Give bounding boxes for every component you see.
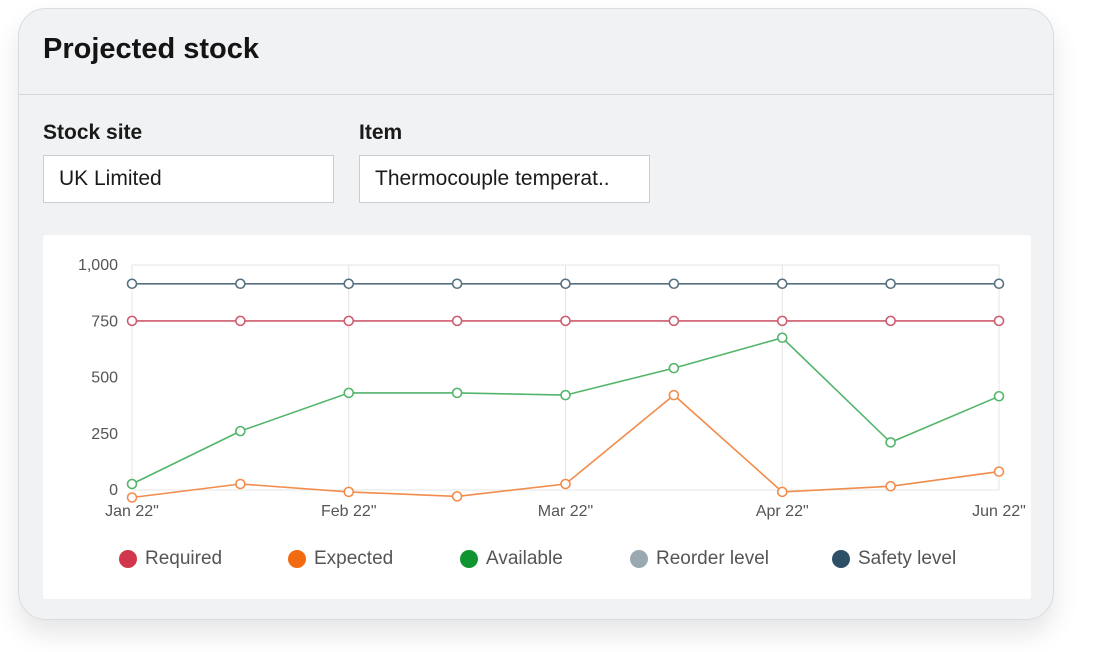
card-title: Projected stock: [43, 33, 259, 65]
y-tick-label: 750: [91, 313, 118, 330]
legend-item-reorder[interactable]: Reorder level: [630, 548, 769, 570]
data-point-required: [126, 315, 138, 327]
data-point-safety: [885, 278, 896, 290]
data-point-safety: [235, 278, 246, 290]
stock-site-label: Stock site: [43, 121, 143, 144]
data-point-safety: [560, 278, 571, 290]
y-tick-label: 1,000: [78, 257, 118, 274]
data-point-required: [235, 315, 246, 327]
projected-stock-chart: Jan 22" Feb 22" Mar 22" Apr 22" Jun 22" 0 250 5…: [78, 257, 1026, 520]
item-field: Item Thermocouple temperat..: [359, 121, 650, 203]
y-tick-label: 500: [91, 370, 118, 387]
legend-dot-expected: [288, 550, 306, 568]
data-point-expected: [451, 491, 463, 502]
data-point-expected: [126, 492, 138, 503]
data-point-expected: [993, 466, 1005, 477]
legend-dot-required: [119, 550, 137, 568]
data-point-available: [343, 387, 355, 399]
legend-label-safety: Safety level: [858, 548, 957, 569]
data-point-required: [451, 315, 463, 327]
data-point-available: [126, 478, 138, 490]
data-point-required: [993, 315, 1005, 327]
data-point-safety: [993, 278, 1005, 290]
data-point-available: [235, 425, 246, 437]
data-point-required: [343, 315, 355, 327]
data-point-safety: [126, 278, 138, 290]
legend-label-expected: Expected: [314, 548, 394, 569]
legend-label-reorder: Reorder level: [656, 548, 769, 569]
legend-dot-reorder: [630, 550, 648, 568]
data-point-safety: [776, 278, 788, 290]
data-point-required: [668, 315, 680, 327]
data-point-safety: [343, 278, 355, 290]
data-point-available: [451, 387, 463, 399]
data-point-required: [560, 315, 571, 327]
legend-dot-safety: [832, 550, 850, 568]
legend-item-available[interactable]: Available: [460, 548, 563, 570]
x-tick-label: Feb 22": [321, 503, 377, 520]
data-point-available: [668, 362, 680, 374]
data-point-expected: [776, 486, 788, 498]
data-point-expected: [885, 480, 896, 492]
data-point-safety: [451, 278, 463, 290]
x-tick-label: Jun 22": [972, 503, 1026, 520]
x-tick-label: Jan 22": [105, 503, 159, 520]
legend-item-expected[interactable]: Expected: [288, 548, 393, 570]
data-point-safety: [668, 278, 680, 290]
item-input[interactable]: Thermocouple temperat..: [359, 155, 650, 203]
legend-item-required[interactable]: Required: [119, 548, 222, 570]
data-point-available: [776, 332, 788, 344]
x-tick-label: Apr 22": [756, 503, 809, 520]
card-header: Projected stock: [19, 9, 1053, 95]
legend-label-available: Available: [486, 548, 563, 569]
legend-dot-available: [460, 550, 478, 568]
y-tick-label: 250: [91, 426, 118, 443]
stock-site-input[interactable]: UK Limited: [43, 155, 334, 203]
data-point-available: [560, 389, 571, 401]
legend-item-safety[interactable]: Safety level: [832, 548, 956, 570]
data-point-expected: [343, 486, 355, 498]
data-point-available: [993, 390, 1005, 402]
data-point-available: [885, 437, 896, 448]
data-point-required: [776, 315, 788, 327]
legend-label-required: Required: [145, 548, 223, 569]
x-tick-label: Mar 22": [538, 503, 593, 520]
projected-stock-card: Projected stock Stock site UK Limited It…: [18, 8, 1054, 620]
chart-panel: Jan 22" Feb 22" Mar 22" Apr 22" Jun 22" 0 250 5…: [43, 235, 1031, 599]
item-label: Item: [359, 121, 403, 144]
data-point-expected: [668, 389, 680, 401]
data-point-expected: [560, 478, 571, 490]
data-point-expected: [235, 478, 246, 490]
data-point-required: [885, 315, 896, 327]
y-tick-label: 0: [109, 482, 118, 499]
stock-site-field: Stock site UK Limited: [43, 121, 334, 203]
